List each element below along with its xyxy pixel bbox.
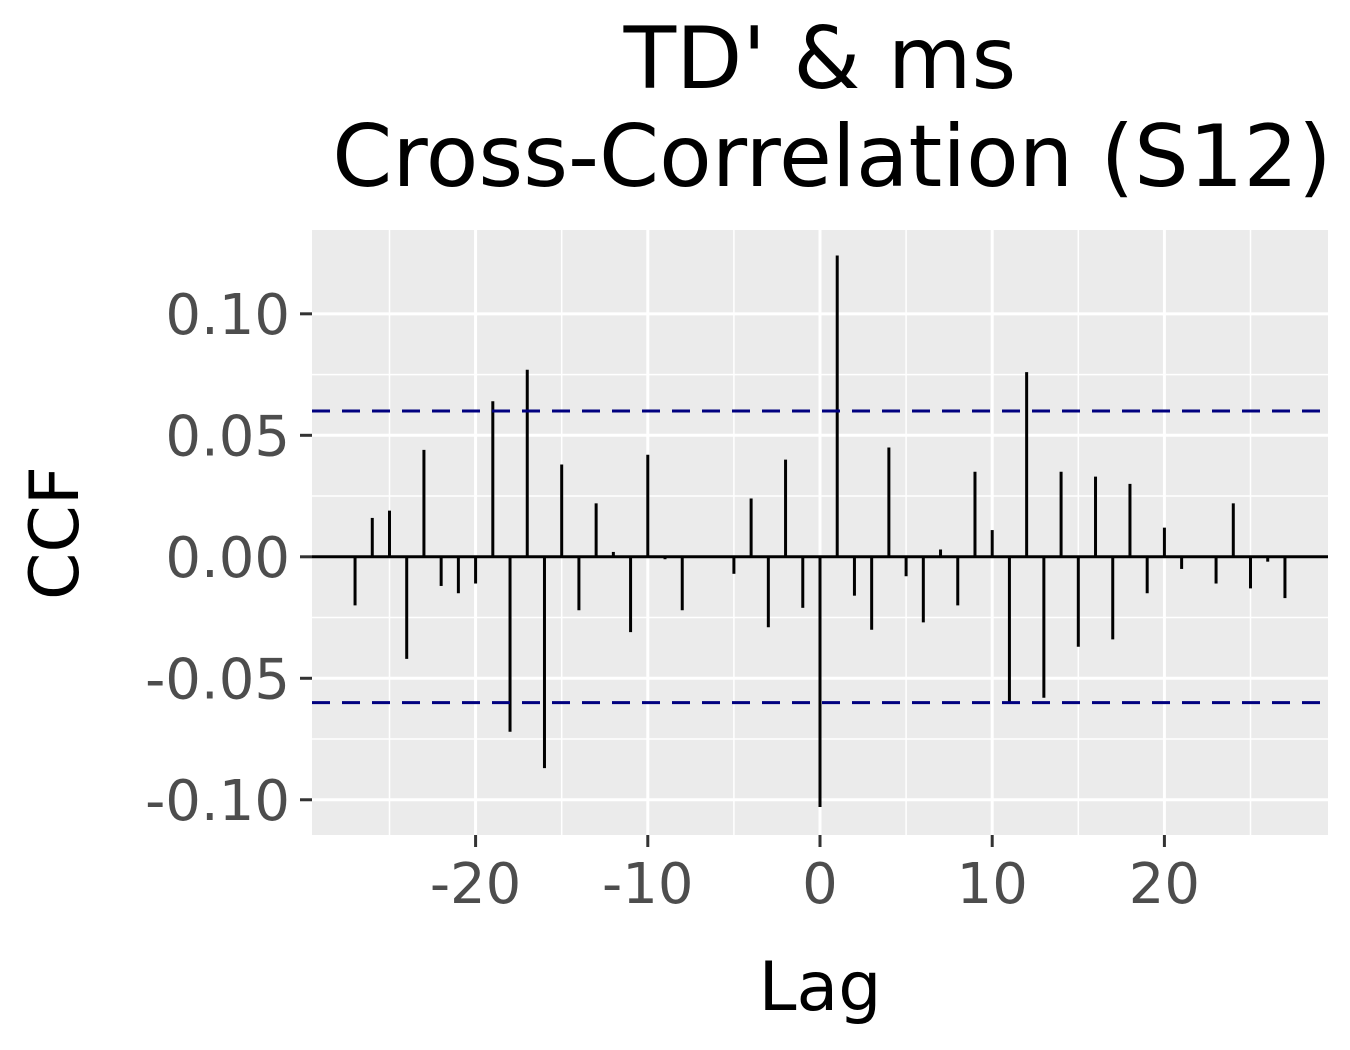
x-tick-label: -10 [602,852,693,917]
y-axis: 0.10 0.05 0.00 -0.05 -0.10 [145,283,312,834]
chart-title-line-1: TD' & ms [623,9,1017,109]
ccf-bars [353,255,1287,808]
x-axis: -20 -10 0 10 20 [430,835,1200,917]
x-tick-label: 20 [1129,852,1200,917]
y-tick-label: -0.10 [145,769,290,834]
y-axis-title: CCF [16,466,95,600]
y-tick-label: 0.10 [165,283,290,348]
x-tick-label: 0 [802,852,838,917]
y-tick-label: -0.05 [145,647,290,712]
x-tick-label: -20 [430,852,521,917]
x-tick-label: 10 [957,852,1028,917]
y-tick-label: 0.05 [165,404,290,469]
y-tick-label: 0.00 [165,526,290,591]
x-axis-title: Lag [759,948,882,1027]
chart-title-line-2: Cross-Correlation (S12) [332,107,1331,207]
